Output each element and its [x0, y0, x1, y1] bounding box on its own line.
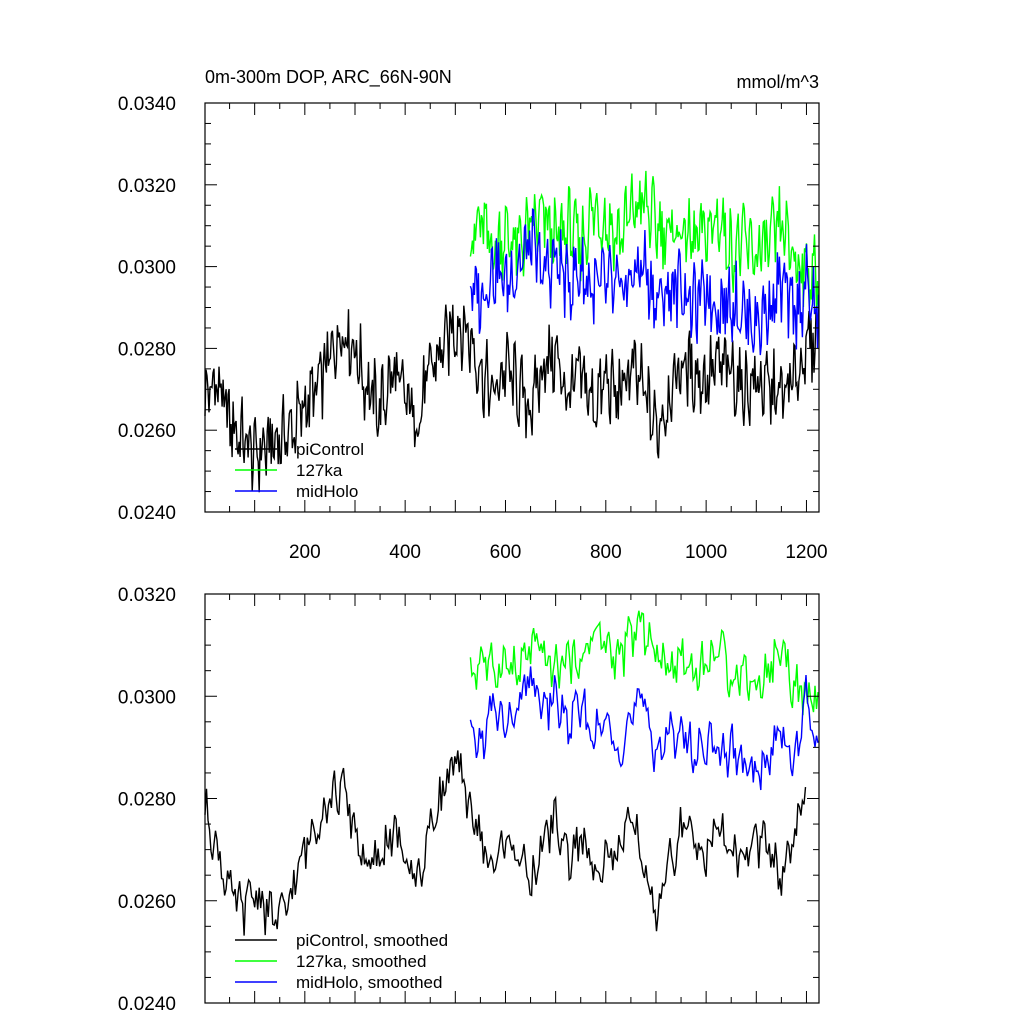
legend-label: piControl, smoothed — [296, 931, 448, 950]
y-tick-label: 0.0240 — [118, 994, 176, 1015]
x-tick-label: 1000 — [685, 542, 727, 563]
series-line-midholo — [469, 207, 820, 356]
y-tick-label: 0.0280 — [118, 339, 176, 360]
legend-label: 127ka — [296, 461, 343, 480]
y-tick-label: 0.0320 — [118, 176, 176, 197]
y-tick-label: 0.0280 — [118, 790, 176, 811]
series-line-picontrol — [204, 304, 817, 493]
chart-title: 0m-300m DOP, ARC_66N-90N — [205, 67, 452, 88]
top-panel: 0.0240 0.0260 0.0280 0.0300 0.0320 0.0340 200 4… — [118, 67, 828, 563]
y-tick-label: 0.0260 — [118, 421, 176, 442]
legend-label: midHolo, smoothed — [296, 973, 442, 992]
x-tick-label: 400 — [389, 542, 421, 563]
y-tick-label: 0.0340 — [118, 94, 176, 115]
legend-label: 127ka, smoothed — [296, 952, 426, 971]
legend-label: midHolo — [296, 482, 358, 501]
bottom-panel: 0.0240 0.0260 0.0280 0.0300 0.0320 piControl,… — [118, 585, 820, 1015]
x-tick-label: 600 — [490, 542, 522, 563]
x-tick-label: 1200 — [785, 542, 827, 563]
y-tick-label: 0.0240 — [118, 503, 176, 524]
y-tick-label: 0.0260 — [118, 892, 176, 913]
series-line-midholo-smoothed — [469, 666, 819, 791]
x-tick-label: 200 — [289, 542, 321, 563]
x-tick-label: 800 — [590, 542, 622, 563]
y-tick-label: 0.0320 — [118, 585, 176, 606]
legend-label: piControl — [296, 440, 364, 459]
series-line-picontrol-smoothed — [204, 750, 807, 936]
series-line-127ka-smoothed — [469, 610, 819, 716]
y-tick-label: 0.0300 — [118, 687, 176, 708]
y-tick-label: 0.0300 — [118, 258, 176, 279]
series-line-127ka — [469, 170, 820, 318]
units-label: mmol/m^3 — [737, 72, 819, 92]
